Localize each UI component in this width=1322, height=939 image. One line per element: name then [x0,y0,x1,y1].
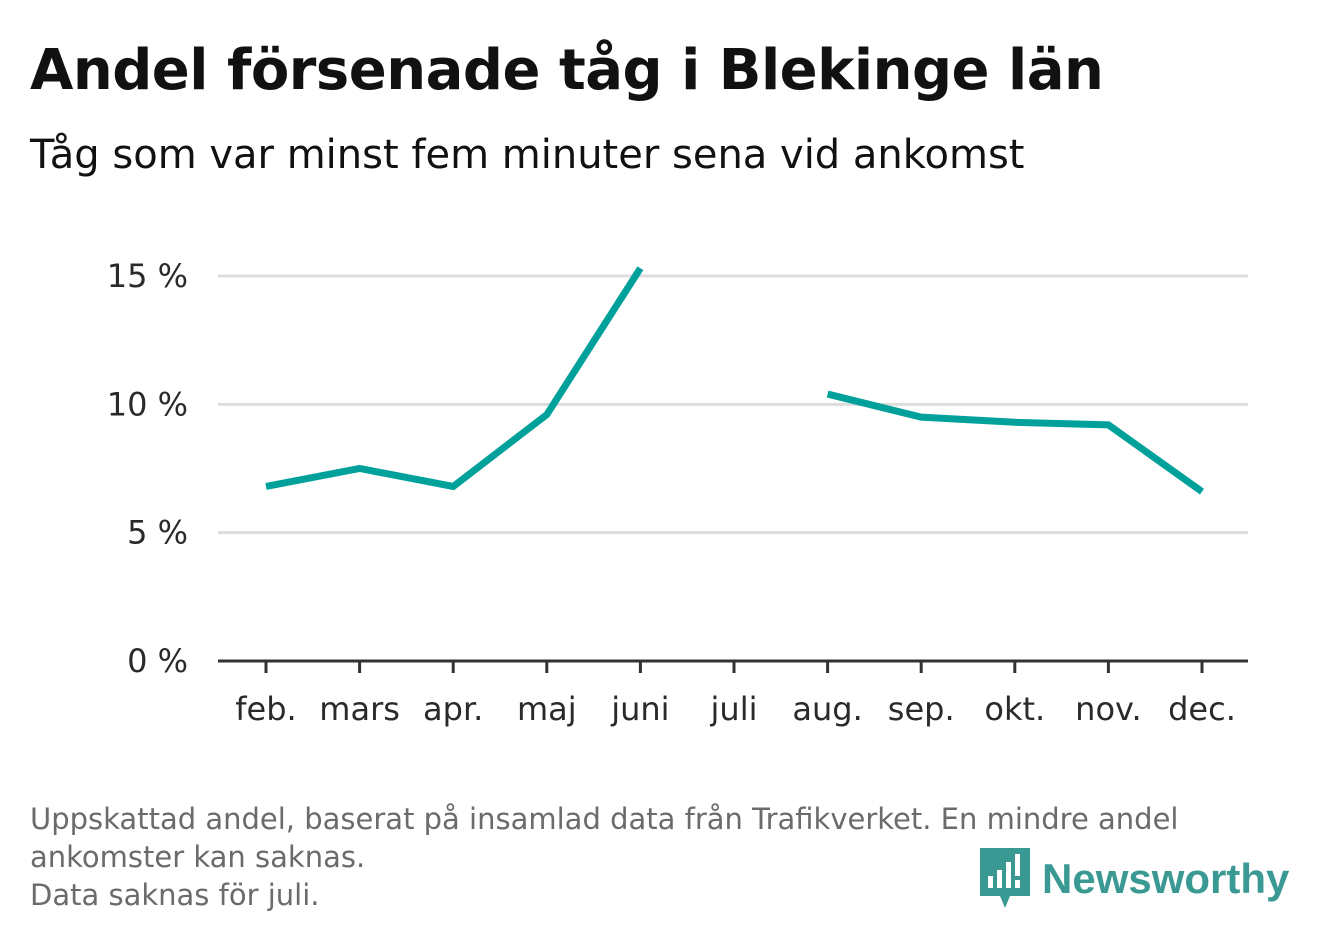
x-tick-label: juli [710,690,758,728]
x-axis: feb. mars apr. maj juni juli aug. sep. okt. nov. d… [218,659,1248,728]
series-line-segment [826,390,1205,495]
x-tick-label: maj [517,690,577,728]
footnote-line-1: Uppskattad andel, baserat på insamlad da… [30,802,1179,836]
x-tick-label: mars [319,690,400,728]
x-tick-label: aug. [792,690,862,728]
grid-layer [218,274,1248,535]
footnote: Uppskattad andel, baserat på insamlad da… [30,800,1178,914]
x-tick-label: sep. [888,690,955,728]
brand-logo: Newsworthy [980,848,1289,910]
x-tick-label: nov. [1075,690,1141,728]
series-layer [265,266,1205,495]
y-axis: 0 % 5 % 10 % 15 % [107,257,188,680]
series-line-segment [265,266,644,491]
footnote-line-3: Data saknas för juli. [30,878,320,912]
x-tick-label: apr. [423,690,483,728]
chart-subtitle: Tåg som var minst fem minuter sena vid a… [30,132,1025,178]
y-tick-label: 0 % [127,642,188,680]
footnote-line-2: ankomster kan saknas. [30,840,366,874]
brand-name: Newsworthy [1042,855,1290,902]
x-tick-label: juni [610,690,669,728]
x-tick-label: feb. [235,690,296,728]
y-tick-label: 10 % [107,385,188,423]
y-tick-label: 15 % [107,257,188,295]
newsworthy-logo-icon [980,848,1030,908]
x-tick-label: dec. [1168,690,1236,728]
y-tick-label: 5 % [127,514,188,552]
chart-title: Andel försenade tåg i Blekinge län [30,38,1104,103]
x-tick-label: okt. [984,690,1045,728]
